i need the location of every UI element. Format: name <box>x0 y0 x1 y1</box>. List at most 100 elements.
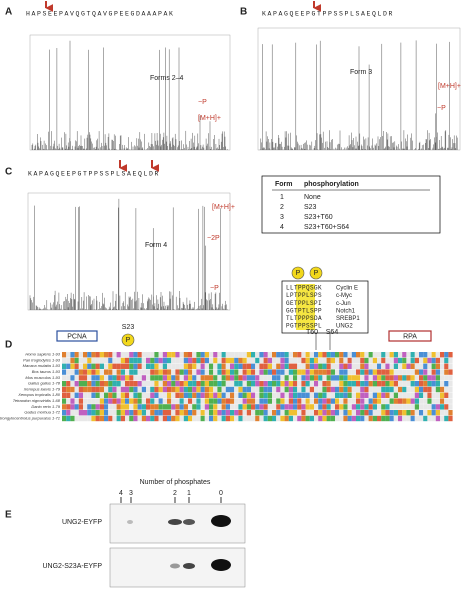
residue <box>104 357 109 364</box>
residue <box>427 352 432 358</box>
residue <box>137 386 142 393</box>
residue <box>356 392 361 398</box>
species-name: Homo sapiens 1-93 <box>25 352 60 357</box>
residue <box>444 415 449 422</box>
residue <box>309 392 314 398</box>
residue <box>414 375 419 381</box>
residue <box>284 392 289 398</box>
residue <box>322 392 327 398</box>
residue <box>225 381 230 387</box>
residue <box>385 386 390 393</box>
residue <box>431 415 436 422</box>
residue <box>108 352 113 358</box>
residue <box>78 398 83 404</box>
residue <box>406 410 411 416</box>
residue <box>263 386 268 393</box>
residue <box>179 381 184 387</box>
residue <box>448 392 453 398</box>
residue <box>322 357 327 364</box>
residue <box>381 352 386 358</box>
residue <box>419 381 424 387</box>
residue <box>83 363 88 369</box>
residue <box>398 363 403 369</box>
residue <box>74 398 79 404</box>
residue <box>423 357 428 364</box>
residue <box>347 381 352 387</box>
residue <box>288 398 293 404</box>
residue <box>204 392 209 398</box>
residue <box>381 363 386 369</box>
residue <box>251 357 256 364</box>
residue <box>213 404 218 410</box>
residue <box>339 381 344 387</box>
residue <box>305 363 310 369</box>
residue <box>251 386 256 393</box>
spectrum-peaks <box>31 40 228 150</box>
residue <box>280 363 285 369</box>
residue <box>141 410 146 416</box>
residue <box>150 369 155 375</box>
residue <box>381 369 386 375</box>
residue <box>309 369 314 375</box>
residue <box>125 415 130 422</box>
residue <box>318 392 323 398</box>
residue <box>171 392 176 398</box>
residue <box>259 398 264 404</box>
residue <box>230 363 235 369</box>
residue <box>158 369 163 375</box>
residue <box>133 410 138 416</box>
residue <box>99 357 104 364</box>
residue <box>146 386 151 393</box>
residue <box>377 392 382 398</box>
residue <box>398 404 403 410</box>
residue <box>62 352 67 358</box>
residue <box>209 375 214 381</box>
residue <box>167 392 172 398</box>
residue <box>377 404 382 410</box>
panel-letter: C <box>5 167 12 178</box>
residue <box>360 386 365 393</box>
residue <box>158 398 163 404</box>
species-name: Bos taurus 1-93 <box>32 369 61 374</box>
domain-label: RPA <box>403 333 417 340</box>
residue <box>398 381 403 387</box>
residue <box>335 369 340 375</box>
residue <box>70 375 75 381</box>
residue <box>435 357 440 364</box>
residue <box>330 415 335 422</box>
residue <box>255 392 260 398</box>
residue <box>234 410 239 416</box>
residue <box>360 363 365 369</box>
residue <box>183 357 188 364</box>
residue <box>116 357 121 364</box>
residue <box>377 386 382 393</box>
residue <box>427 398 432 404</box>
residue <box>133 381 138 387</box>
residue <box>272 369 277 375</box>
residue <box>83 381 88 387</box>
residue <box>246 398 251 404</box>
site-label: S64 <box>326 329 339 336</box>
residue <box>154 404 159 410</box>
residue <box>112 386 117 393</box>
residue <box>427 381 432 387</box>
residue <box>440 352 445 358</box>
residue <box>213 369 218 375</box>
residue <box>150 381 155 387</box>
residue <box>377 369 382 375</box>
residue <box>360 375 365 381</box>
residue <box>133 357 138 364</box>
residue <box>87 369 92 375</box>
residue <box>280 415 285 422</box>
residue <box>440 386 445 393</box>
residue <box>162 381 167 387</box>
residue <box>414 363 419 369</box>
residue <box>171 369 176 375</box>
residue <box>440 404 445 410</box>
residue <box>339 363 344 369</box>
residue <box>179 369 184 375</box>
residue <box>137 398 142 404</box>
residue <box>385 352 390 358</box>
residue <box>402 363 407 369</box>
residue <box>444 369 449 375</box>
